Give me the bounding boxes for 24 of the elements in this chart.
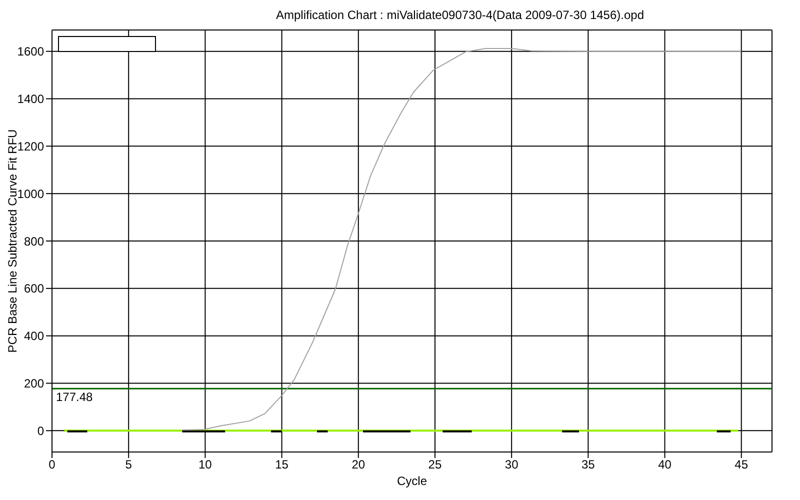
x-tick-label: 45 [734,458,748,472]
x-axis-title: Cycle [396,474,428,488]
y-tick-label: 1000 [17,186,44,201]
y-tick-label: 1400 [17,92,44,106]
line-series [182,48,742,430]
y-tick-label: 800 [24,234,44,248]
y-tick-label: 1600 [17,44,44,59]
y-tick-label: 0 [37,424,44,438]
x-tick-label: 10 [198,458,212,472]
y-tick-label: 200 [24,376,44,391]
y-tick-label: 400 [24,329,44,344]
y-tick-label: 1200 [17,139,44,154]
x-tick-label: 5 [125,458,132,472]
chart-title: Amplification Chart : miValidate090730-4(Data 2009-07-30 1456).opd [275,8,645,24]
y-axis-title: PCR Base Line Subtracted Curve Fit RFU [5,129,20,353]
x-tick-label: 40 [658,458,672,472]
x-tick-label: 20 [352,458,366,472]
x-tick-label: 25 [428,458,442,472]
x-tick-label: 0 [48,458,56,472]
x-tick-label: 15 [275,458,289,472]
ref-line-label: 177.48 [56,390,94,404]
x-tick-label: 35 [581,458,596,472]
x-tick-label: 30 [504,458,519,472]
y-tick-label: 600 [24,282,44,296]
